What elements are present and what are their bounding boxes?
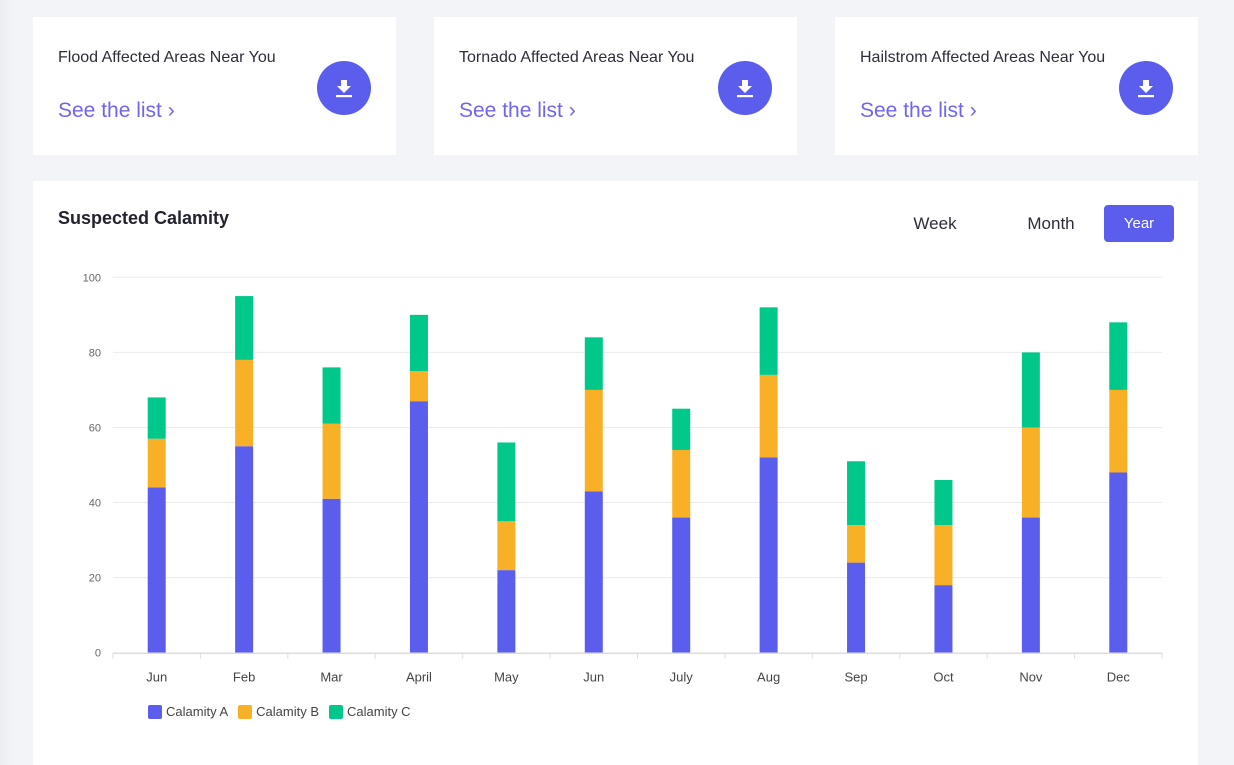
bar-c-9[interactable] — [934, 480, 953, 526]
legend-calamity-b[interactable]: Calamity B — [238, 704, 319, 719]
bar-a-7[interactable] — [759, 457, 778, 653]
bars — [147, 296, 1128, 653]
legend-label-c: Calamity C — [347, 704, 411, 719]
flood-see-list-link[interactable]: See the list › — [58, 99, 175, 122]
bar-c-0[interactable] — [147, 397, 166, 439]
bar-a-2[interactable] — [322, 498, 341, 653]
x-tick-label: Jun — [146, 670, 167, 685]
tornado-card: Tornado Affected Areas Near You See the … — [434, 17, 797, 155]
x-tick-label: Dec — [1107, 670, 1131, 685]
x-tick-label: Jun — [583, 670, 604, 685]
flood-card: Flood Affected Areas Near You See the li… — [33, 17, 396, 155]
bar-b-8[interactable] — [847, 525, 866, 563]
bar-b-2[interactable] — [322, 423, 341, 499]
y-tick-label: 100 — [83, 272, 101, 284]
range-year-button[interactable]: Year — [1104, 205, 1174, 242]
suspected-calamity-card: Suspected Calamity Week Month Year 0 20 40… — [33, 181, 1198, 765]
download-icon — [1138, 80, 1154, 98]
bar-a-3[interactable] — [409, 401, 428, 653]
legend-label-a: Calamity A — [166, 704, 229, 719]
tornado-card-title: Tornado Affected Areas Near You — [459, 49, 695, 66]
x-tick-label: July — [670, 670, 694, 685]
x-tick-label: Mar — [320, 670, 343, 685]
legend: Calamity A Calamity B Calamity C — [148, 704, 411, 719]
bar-c-10[interactable] — [1021, 352, 1040, 428]
bar-a-9[interactable] — [934, 585, 953, 653]
flood-card-title: Flood Affected Areas Near You — [58, 49, 276, 66]
legend-swatch-c — [329, 704, 343, 719]
x-tick-label: Aug — [757, 670, 780, 685]
bar-c-11[interactable] — [1109, 322, 1128, 390]
hailstorm-download-button[interactable] — [1119, 61, 1173, 115]
gridlines — [113, 276, 1162, 579]
x-tick-label: Sep — [844, 670, 867, 685]
x-tick-label: May — [494, 670, 519, 685]
bar-b-10[interactable] — [1021, 427, 1040, 518]
bar-c-1[interactable] — [235, 296, 254, 360]
x-tick-label: Feb — [233, 670, 255, 685]
download-icon — [737, 80, 753, 98]
bar-b-7[interactable] — [759, 374, 778, 458]
legend-label-b: Calamity B — [256, 704, 319, 719]
bar-a-10[interactable] — [1021, 517, 1040, 653]
y-tick-label: 60 — [89, 422, 101, 434]
bar-a-11[interactable] — [1109, 472, 1128, 653]
bar-b-11[interactable] — [1109, 389, 1128, 473]
bar-a-1[interactable] — [235, 446, 254, 653]
bar-a-4[interactable] — [497, 570, 516, 653]
hailstorm-card: Hailstrom Affected Areas Near You See th… — [835, 17, 1198, 155]
tornado-download-button[interactable] — [718, 61, 772, 115]
chart-title: Suspected Calamity — [58, 208, 230, 228]
legend-calamity-a[interactable]: Calamity A — [148, 704, 228, 719]
x-tick-label: April — [406, 670, 432, 685]
hailstorm-card-title: Hailstrom Affected Areas Near You — [860, 49, 1106, 66]
bar-a-8[interactable] — [847, 562, 866, 653]
x-tick-label: Nov — [1019, 670, 1043, 685]
flood-download-button[interactable] — [317, 61, 371, 115]
bar-c-3[interactable] — [409, 314, 428, 372]
y-tick-label: 40 — [89, 498, 101, 510]
bar-b-0[interactable] — [147, 438, 166, 488]
download-icon — [336, 80, 352, 98]
bar-a-0[interactable] — [147, 487, 166, 653]
bar-c-4[interactable] — [497, 442, 516, 522]
range-week-button[interactable]: Week — [913, 213, 957, 233]
bar-b-3[interactable] — [409, 371, 428, 402]
bar-a-5[interactable] — [584, 491, 603, 653]
legend-swatch-a — [148, 704, 162, 719]
bar-c-6[interactable] — [672, 408, 691, 450]
tornado-see-list-link[interactable]: See the list › — [459, 99, 576, 122]
x-axis: Jun Feb Mar April May Jun July Aug Sep Oct Nov Dec — [112, 652, 1163, 685]
bar-c-5[interactable] — [584, 337, 603, 390]
range-month-button[interactable]: Month — [1027, 213, 1075, 233]
x-tick-label: Oct — [933, 670, 954, 685]
bar-c-2[interactable] — [322, 367, 341, 424]
bar-c-7[interactable] — [759, 307, 778, 375]
bar-b-4[interactable] — [497, 521, 516, 571]
bar-a-6[interactable] — [672, 517, 691, 653]
stacked-bar-chart: 0 20 40 60 80 100 Jun Feb Mar April May Jun July Aug… — [83, 272, 1163, 685]
bar-c-8[interactable] — [847, 461, 866, 526]
bar-b-1[interactable] — [235, 359, 254, 447]
y-tick-label: 80 — [89, 347, 101, 359]
bar-b-9[interactable] — [934, 525, 953, 586]
legend-calamity-c[interactable]: Calamity C — [329, 704, 411, 719]
hailstorm-see-list-link[interactable]: See the list › — [860, 99, 977, 122]
bar-b-5[interactable] — [584, 389, 603, 492]
page-edge-shadow — [0, 0, 14, 765]
y-tick-label: 20 — [89, 573, 101, 585]
bar-b-6[interactable] — [672, 449, 691, 518]
y-axis-ticks: 0 20 40 60 80 100 — [83, 272, 101, 659]
legend-swatch-b — [238, 704, 253, 719]
y-tick-label: 0 — [95, 648, 101, 660]
